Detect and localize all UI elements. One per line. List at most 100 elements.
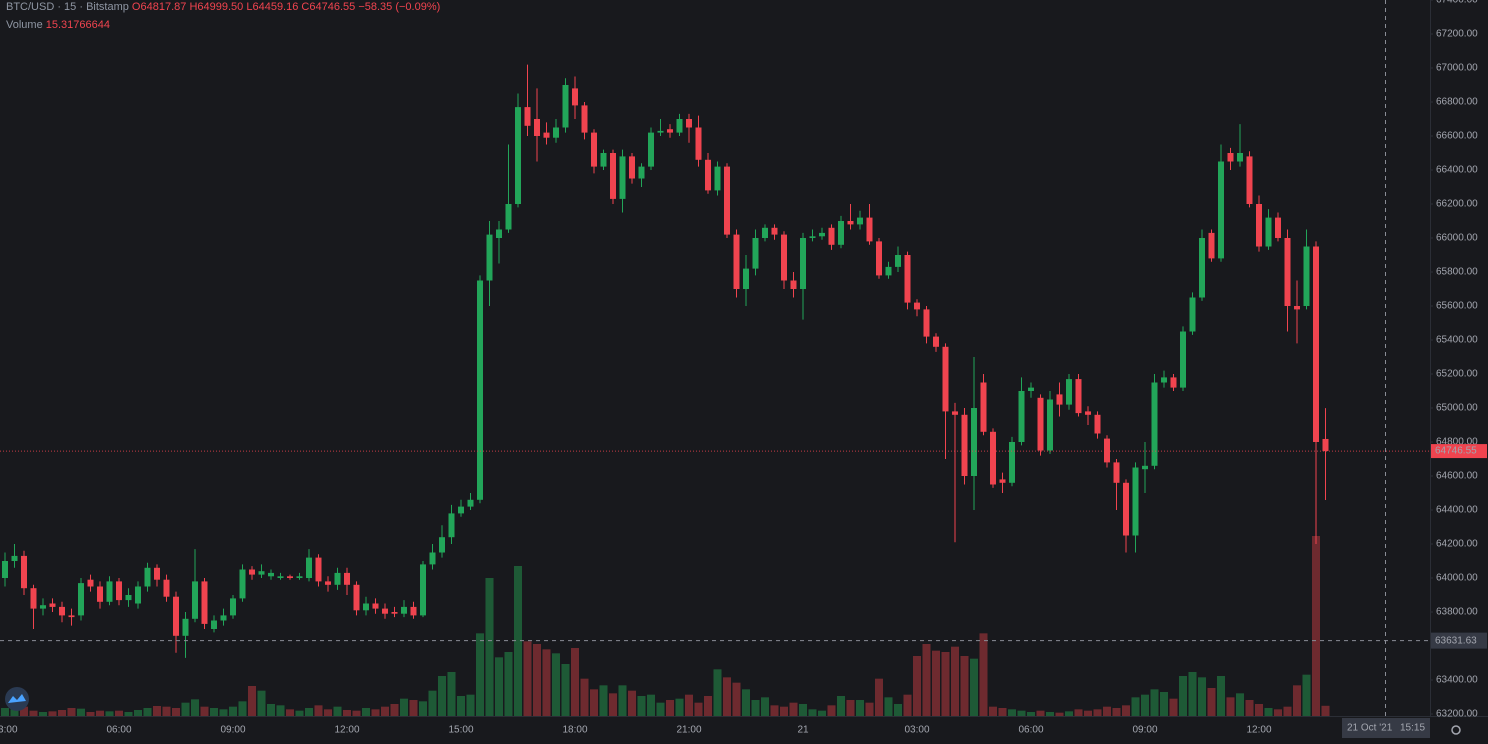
candle-body	[581, 105, 588, 133]
settings-icon[interactable]	[1451, 725, 1461, 735]
volume-bar	[951, 646, 959, 716]
candle-body	[600, 153, 607, 167]
volume-bar	[808, 709, 817, 716]
logo-shape	[8, 694, 26, 703]
volume-bar	[913, 656, 921, 716]
candle-body	[1142, 465, 1148, 470]
candle-body	[1322, 438, 1329, 452]
volume-bar	[1255, 704, 1263, 716]
y-tick-label: 66000.00	[1436, 233, 1478, 244]
logo[interactable]	[5, 687, 29, 711]
candle-body	[1085, 411, 1091, 415]
volume-bar	[305, 708, 313, 716]
candle-body	[448, 513, 455, 538]
candle-body	[809, 236, 816, 238]
volume-bar	[295, 710, 304, 716]
close-value: 64746.55	[309, 1, 356, 13]
candle-body	[401, 606, 407, 614]
candle-body	[458, 506, 464, 514]
volume-bar	[419, 701, 427, 716]
candle-body	[885, 266, 892, 276]
volume-bar	[903, 694, 912, 716]
volume-bar	[172, 708, 180, 716]
volume-bar	[1198, 677, 1206, 716]
volume-bar	[656, 702, 665, 716]
candle-body	[961, 414, 968, 476]
price-axis	[1431, 0, 1488, 716]
candle-body	[21, 555, 27, 589]
y-tick-label: 67000.00	[1436, 63, 1478, 74]
volume-bar	[799, 704, 807, 716]
candle-body	[154, 567, 160, 580]
x-tick-label: 06:00	[106, 725, 131, 736]
candle-body	[828, 227, 835, 245]
candle-body	[1113, 462, 1120, 483]
candle-body	[87, 579, 94, 587]
candle-body	[2, 561, 8, 578]
candle-body	[591, 132, 597, 167]
candle-body	[182, 618, 189, 636]
candle-body	[790, 280, 797, 289]
y-tick-label: 67400.00	[1436, 0, 1478, 6]
candle-body	[505, 204, 512, 230]
volume-bar	[1321, 705, 1330, 716]
candle-body	[676, 119, 683, 133]
candle-body	[1009, 442, 1015, 483]
volume-bar	[1103, 706, 1111, 716]
volume-bar	[846, 700, 855, 716]
y-tick-label: 67200.00	[1436, 29, 1478, 40]
candle-body	[895, 255, 901, 267]
candle-body	[1246, 156, 1253, 204]
candle-body	[353, 584, 360, 611]
candle-body	[686, 119, 692, 128]
candle-body	[49, 603, 56, 607]
candle-body	[106, 581, 113, 602]
volume-bar	[229, 706, 237, 716]
candle-body	[933, 336, 939, 347]
volume-value: 15.31766644	[45, 19, 110, 31]
volume-bar	[153, 706, 161, 716]
candle-body	[553, 127, 559, 138]
y-tick-label: 66800.00	[1436, 97, 1478, 108]
y-tick-label: 63400.00	[1436, 675, 1478, 686]
volume-bar	[590, 689, 598, 716]
volume-bar	[1112, 708, 1121, 716]
logo-circle	[5, 687, 29, 711]
candle-body	[1180, 331, 1186, 388]
candle-body	[1037, 397, 1044, 451]
volume-bar	[580, 678, 589, 716]
volume-bar	[20, 706, 28, 716]
candle-body	[315, 557, 322, 582]
volume-header: Volume 15.31766644	[6, 19, 110, 31]
volume-bar	[894, 704, 902, 716]
candle-body	[857, 217, 863, 225]
volume-bar	[780, 706, 788, 716]
volume-bar	[352, 710, 361, 716]
volume-bar	[751, 700, 760, 716]
volume-bar	[58, 710, 66, 716]
candle-body	[724, 166, 730, 235]
y-tick-label: 63200.00	[1436, 709, 1478, 720]
candle-body	[201, 581, 208, 624]
candle-body	[866, 217, 873, 242]
volume-bar	[922, 644, 931, 716]
volume-bar	[1217, 676, 1225, 716]
candle-body	[1075, 379, 1082, 414]
candle-body	[382, 608, 388, 614]
volume-bar	[533, 644, 541, 716]
volume-bar	[761, 697, 769, 716]
volume-bar	[1169, 698, 1178, 716]
candle-body	[173, 596, 179, 636]
high-value: 64999.50	[197, 1, 244, 13]
candle-body	[1161, 377, 1167, 383]
volume-bar	[67, 708, 76, 716]
candle-body	[334, 572, 341, 585]
volume-bar	[181, 702, 190, 716]
volume-bar	[1008, 709, 1016, 716]
volume-bar	[1065, 711, 1073, 716]
candle-body	[942, 346, 949, 412]
open-value: 64817.87	[140, 1, 187, 13]
volume-bar	[409, 700, 418, 716]
volume-bar	[837, 696, 845, 716]
